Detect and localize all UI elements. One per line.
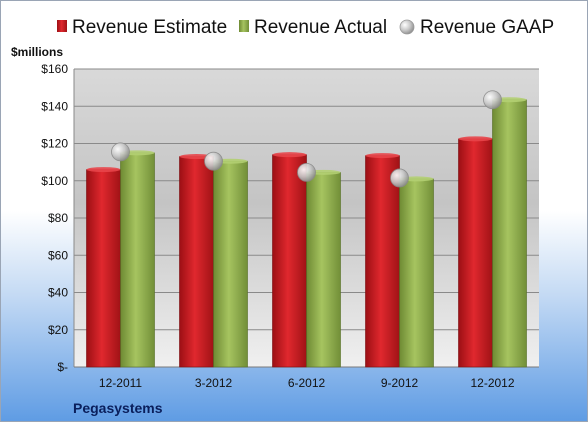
y-tick-label: $20 (48, 323, 68, 337)
bar-revenue-estimate (365, 155, 400, 368)
bar-revenue-actual (492, 99, 527, 368)
bar-top-estimate (272, 152, 307, 158)
bar-revenue-estimate (179, 156, 214, 368)
company-name: Pegasystems (73, 400, 163, 416)
marker-revenue-gaap (297, 162, 316, 182)
y-tick-label: $100 (41, 174, 68, 188)
x-tick-label: 9-2012 (381, 376, 419, 390)
x-axis-ticks: 12-2011 3-2012 6-2012 9-2012 12-2012 (99, 376, 515, 390)
bar-revenue-estimate (272, 154, 307, 368)
legend-swatch-estimate (57, 20, 67, 32)
legend-label-gaap: Revenue GAAP (420, 17, 554, 38)
x-tick-label: 12-2011 (99, 376, 142, 390)
legend-label-estimate: Revenue Estimate (72, 17, 227, 38)
bar-revenue-actual (120, 152, 155, 368)
marker-revenue-gaap (111, 142, 130, 162)
y-tick-label: $40 (48, 286, 68, 300)
y-tick-label: $60 (48, 248, 68, 262)
bar-revenue-actual (306, 172, 341, 368)
y-tick-label: $80 (48, 211, 68, 225)
x-tick-label: 12-2012 (470, 376, 514, 390)
bar-revenue-estimate (86, 169, 121, 368)
legend-label-actual: Revenue Actual (254, 17, 387, 38)
x-tick-label: 6-2012 (288, 376, 326, 390)
bar-revenue-actual (399, 178, 434, 368)
bar-top-estimate (86, 167, 121, 173)
bar-revenue-estimate (458, 138, 493, 368)
x-tick-label: 3-2012 (195, 376, 233, 390)
y-axis-ticks: $- $20 $40 $60 $80 $100 $120 $140 $160 (41, 62, 68, 374)
bar-revenue-actual (213, 160, 248, 368)
gaap-markers (111, 90, 502, 188)
bar-top-estimate (458, 136, 493, 142)
y-tick-label: $140 (41, 99, 68, 113)
y-tick-label: $160 (41, 62, 68, 76)
bar-top-estimate (365, 153, 400, 159)
marker-revenue-gaap (204, 151, 223, 171)
y-tick-label: $120 (41, 137, 68, 151)
unit-label: $millions (11, 45, 63, 59)
y-tick-label: $- (57, 360, 68, 374)
legend-marker-gaap (399, 19, 415, 35)
legend-swatch-actual (239, 20, 249, 32)
bars (86, 97, 527, 368)
marker-revenue-gaap (390, 168, 409, 188)
marker-revenue-gaap (483, 90, 502, 110)
legend: Revenue Estimate Revenue Actual Revenue … (57, 17, 554, 38)
